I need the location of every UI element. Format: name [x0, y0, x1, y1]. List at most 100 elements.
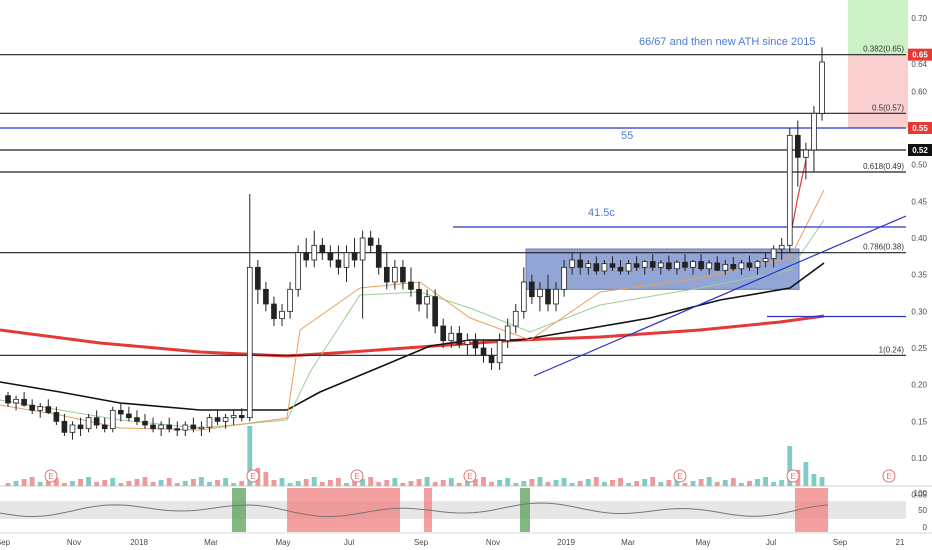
candle-body-25	[206, 417, 213, 428]
volume-bar-64	[521, 481, 527, 486]
volume-bar-58	[473, 479, 478, 486]
volume-bar-5	[45, 480, 51, 486]
volume-bar-59	[481, 477, 486, 486]
volume-bar-75	[610, 480, 615, 486]
volume-bar-21	[174, 483, 180, 486]
candle-body-15	[126, 413, 132, 419]
candle-body-93	[754, 261, 761, 268]
candle-body-62	[504, 325, 511, 342]
y-tick-3: 0.60	[911, 87, 927, 96]
x-tick-12: Sep	[833, 538, 848, 547]
x-tick-7: Nov	[486, 538, 500, 547]
volume-bar-43	[352, 481, 357, 486]
candle-body-57	[464, 340, 471, 345]
volume-bar-17	[142, 477, 148, 486]
volume-bar-2	[21, 479, 27, 486]
candle-body-55	[448, 332, 455, 342]
volume-bar-47	[384, 480, 390, 486]
trendline	[533, 215, 907, 377]
volume-bar-95	[771, 482, 777, 486]
candle-body-69	[561, 266, 567, 290]
volume-bar-9	[78, 479, 83, 486]
ma-20	[0, 189, 825, 431]
candle-body-99	[803, 149, 809, 158]
candle-body-20	[166, 424, 173, 430]
candle-body-19	[158, 424, 164, 430]
volume-bar-46	[376, 482, 382, 486]
x-tick-11: Jul	[766, 538, 776, 547]
volume-bar-86	[698, 479, 704, 486]
candle-body-84	[682, 261, 688, 268]
candle-body-101	[819, 61, 825, 114]
fib-label-3: 0.786(0.38)	[863, 243, 904, 252]
candle-body-35	[287, 288, 293, 312]
candle-body-92	[746, 262, 753, 268]
volume-bar-67	[545, 482, 551, 486]
oscillator-panel	[0, 488, 829, 532]
candle-body-97	[786, 134, 793, 246]
volume-bar-16	[134, 479, 140, 486]
earnings-marker-2	[350, 469, 364, 483]
volume-bar-79	[642, 479, 648, 486]
x-tick-2: 2018	[130, 538, 148, 547]
stop-zone	[848, 54, 908, 128]
volume-bar-56	[456, 483, 462, 486]
volume-bar-8	[70, 481, 75, 486]
candle-body-80	[649, 261, 656, 268]
volume-bar-74	[601, 482, 607, 486]
price-axis: 0.70 0.64 0.60 0.50 0.45 0.40 0.35 0.30 0.25 0.20…	[908, 14, 932, 532]
candle-body-30	[246, 266, 253, 419]
candle-body-58	[472, 340, 479, 349]
y-tick-10: 0.30	[911, 307, 927, 316]
candle-body-91	[738, 262, 745, 270]
earnings-marker-5	[786, 469, 800, 483]
candle-body-61	[496, 340, 503, 364]
candle-body-72	[585, 263, 592, 268]
candle-body-81	[657, 262, 664, 268]
volume-bar-53	[432, 482, 438, 486]
volume-bar-23	[190, 479, 196, 486]
volume-bar-85	[690, 481, 696, 486]
volume-bar-81	[658, 482, 664, 486]
candle-body-42	[343, 252, 350, 268]
candle-body-28	[230, 415, 237, 419]
osc-tick-2: 0	[923, 523, 928, 532]
candle-body-83	[674, 261, 680, 270]
candle-body-85	[690, 261, 696, 268]
annotation-0: 66/67 and then new ATH since 2015	[639, 36, 816, 48]
price-badge-0: 0.65	[912, 51, 928, 60]
fib-label-4: 1(0.24)	[879, 345, 905, 354]
candle-body-7	[61, 420, 68, 433]
earnings-label-0: E	[48, 472, 53, 481]
earnings-label-2: E	[354, 472, 359, 481]
volume-bar-24	[199, 477, 204, 486]
volume-bar-87	[706, 477, 712, 486]
candle-body-12	[101, 424, 108, 430]
candle-body-63	[512, 310, 519, 327]
volume-bar-33	[271, 480, 277, 486]
volume-bar-11	[94, 482, 100, 486]
volume-bar-52	[424, 477, 430, 486]
candle-body-29	[238, 415, 245, 419]
candle-body-10	[85, 417, 92, 430]
y-tick-11: 0.25	[911, 344, 927, 353]
price-badge-2: 0.52	[912, 146, 928, 155]
price-badge-bg-1	[908, 122, 932, 134]
breakout-stroke	[791, 159, 807, 229]
volume-bar-69	[561, 478, 567, 486]
x-tick-5: Jul	[344, 538, 354, 547]
candle-body-94	[762, 258, 769, 262]
candle-body-21	[174, 428, 181, 431]
candle-body-6	[53, 412, 60, 422]
ma-50	[0, 219, 825, 429]
volume-bar-73	[593, 477, 599, 486]
x-tick-0: Sep	[0, 538, 11, 547]
annotations: 0.382(0.65) 0.5(0.57) 0.618(0.49) 0.786(0.3…	[588, 36, 904, 354]
volume-bar-34	[279, 478, 285, 486]
volume-bar-45	[368, 477, 374, 486]
earnings-label-3: E	[467, 472, 472, 481]
candle-body-78	[633, 263, 640, 268]
candle-body-89	[722, 263, 729, 271]
volume-bar-94	[763, 477, 769, 486]
